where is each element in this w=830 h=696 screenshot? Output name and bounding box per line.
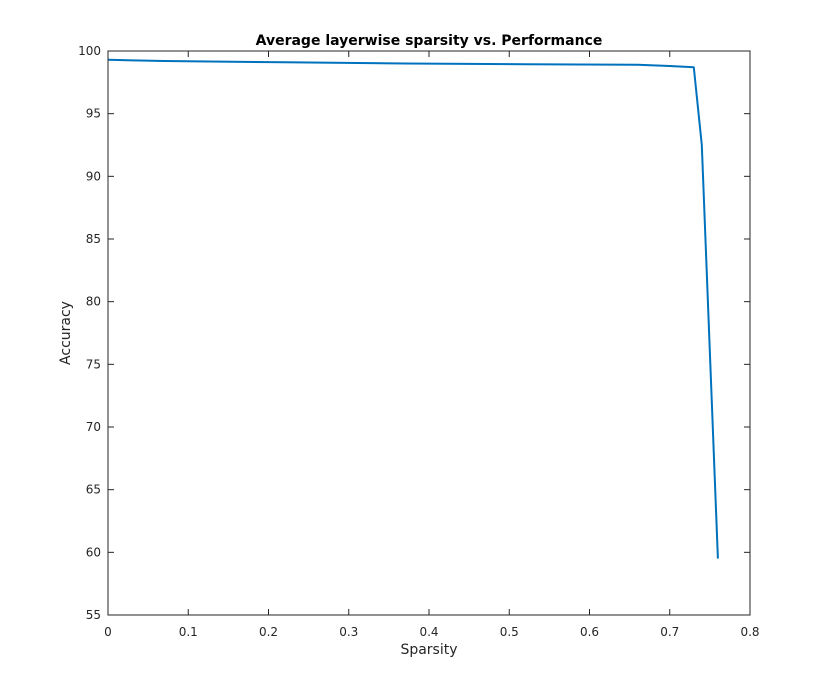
y-tick-label: 75 bbox=[86, 357, 101, 371]
x-tick-label: 0.3 bbox=[339, 625, 358, 639]
x-axis-label: Sparsity bbox=[400, 642, 457, 658]
y-tick-label: 70 bbox=[86, 420, 101, 434]
x-tick-label: 0.5 bbox=[500, 625, 519, 639]
tick-labels-layer: 0 0.1 0.2 0.3 0.4 0.5 0.6 0.7 0.8 55 60 65 70 75 80 85 9… bbox=[78, 44, 759, 639]
series-line bbox=[107, 58, 719, 559]
y-tick-label: 55 bbox=[86, 608, 101, 622]
plot-area bbox=[108, 51, 750, 615]
y-tick-label: 65 bbox=[86, 483, 101, 497]
y-axis-label: Accuracy bbox=[58, 301, 74, 365]
x-tick-label: 0 bbox=[104, 625, 112, 639]
x-tick-label: 0.2 bbox=[259, 625, 278, 639]
y-tick-label: 80 bbox=[86, 295, 101, 309]
y-tick-label: 100 bbox=[78, 44, 101, 58]
x-tick-label: 0.7 bbox=[660, 625, 679, 639]
x-tick-label: 0.6 bbox=[580, 625, 599, 639]
series-layer bbox=[107, 58, 719, 559]
plot-frame bbox=[107, 50, 751, 616]
x-tick-label: 0.4 bbox=[419, 625, 438, 639]
x-tick-label: 0.8 bbox=[740, 625, 759, 639]
y-tick-label: 95 bbox=[86, 107, 101, 121]
y-tick-label: 85 bbox=[86, 232, 101, 246]
y-tick-label: 90 bbox=[86, 169, 101, 183]
y-tick-label: 60 bbox=[86, 545, 101, 559]
x-tick-label: 0.1 bbox=[179, 625, 198, 639]
chart-title: Average layerwise sparsity vs. Performan… bbox=[256, 33, 603, 49]
